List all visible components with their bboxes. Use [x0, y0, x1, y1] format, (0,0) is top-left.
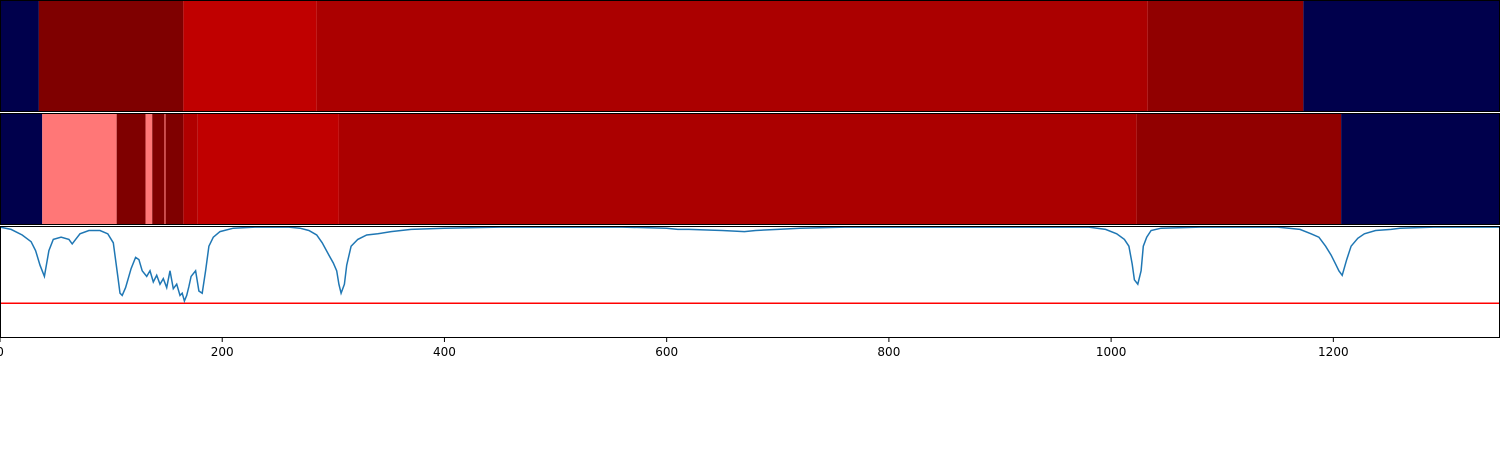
track-1-segment-1	[0, 0, 39, 112]
line-panel	[0, 226, 1500, 338]
track-2-segment-4	[145, 113, 153, 225]
x-tick-label: 600	[655, 345, 678, 359]
track-2-segment-2	[42, 113, 117, 225]
track-1	[0, 0, 1500, 112]
track-2	[0, 113, 1500, 225]
track-2-segment-1	[0, 113, 43, 225]
track-1-segment-3	[183, 0, 317, 112]
track-2-segment-10	[338, 113, 1137, 225]
series-line	[0, 226, 1500, 304]
x-tick-label: 800	[877, 345, 900, 359]
track-1-segment-4	[316, 0, 1148, 112]
track-2-segment-11	[1136, 113, 1342, 225]
x-tick-label: 1200	[1318, 345, 1349, 359]
track-2-segment-5	[152, 113, 165, 225]
track-2-segment-7	[165, 113, 184, 225]
heatmap-tracks	[0, 0, 1500, 225]
x-tick-label: 400	[433, 345, 456, 359]
track-1-segment-6	[1303, 0, 1500, 112]
x-tick-label: 200	[211, 345, 234, 359]
x-tick-label: 0	[0, 345, 4, 359]
track-2-segment-6	[164, 113, 166, 225]
x-axis: 0 200 400 600 800 1000 1200	[0, 338, 1349, 359]
track-2-segment-9	[197, 113, 339, 225]
track-2-segment-3	[116, 113, 146, 225]
track-1-segment-5	[1147, 0, 1304, 112]
track-2-segment-12	[1341, 113, 1500, 225]
line-panel-background	[0, 226, 1500, 338]
track-1-segment-2	[38, 0, 184, 112]
x-tick-label: 1000	[1096, 345, 1127, 359]
track-2-segment-8	[183, 113, 198, 225]
